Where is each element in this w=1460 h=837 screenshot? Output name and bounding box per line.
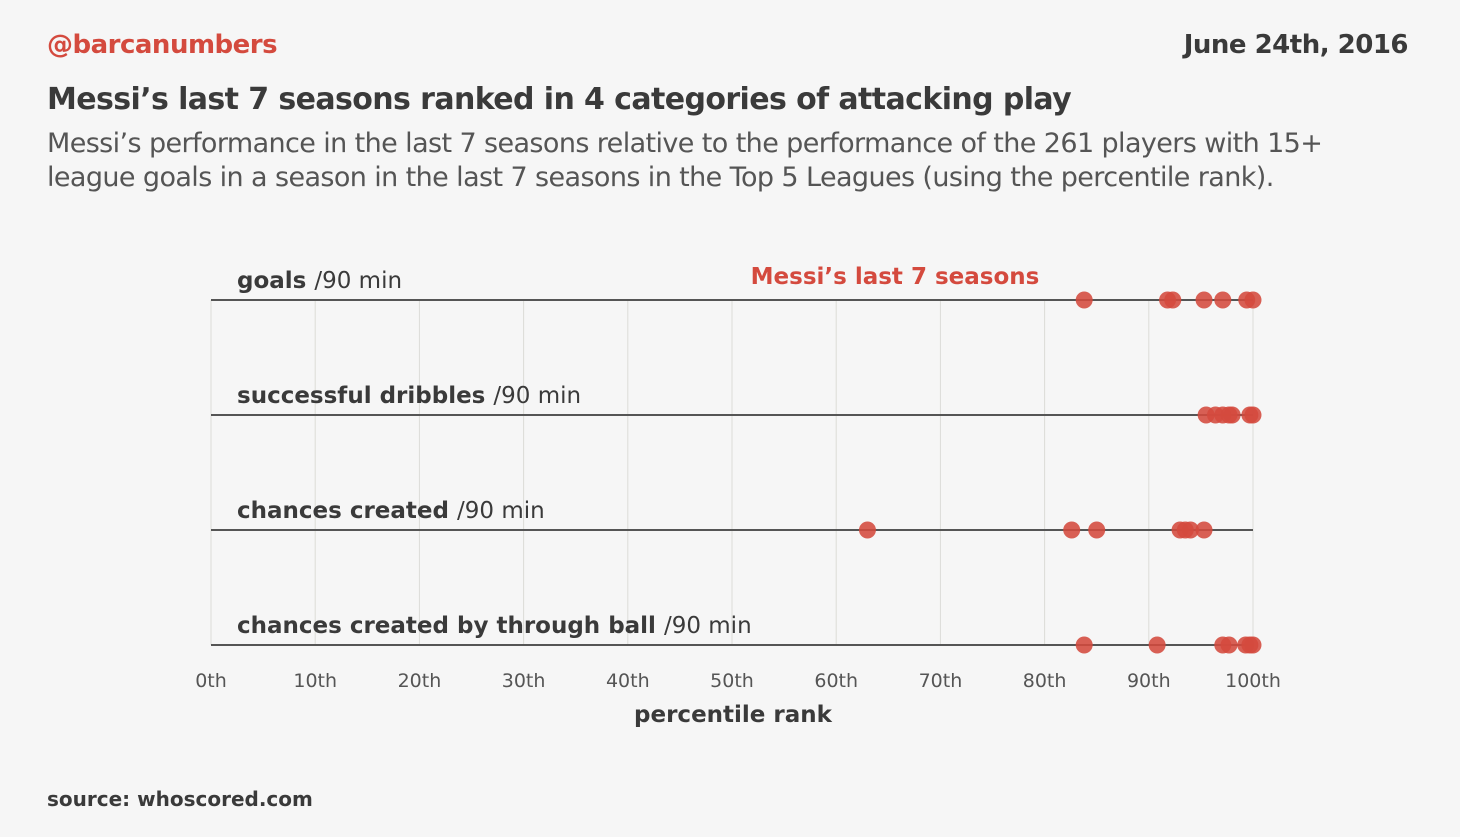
season-dot <box>1244 291 1262 309</box>
season-dot <box>1164 291 1182 309</box>
season-dot <box>1244 636 1262 654</box>
category-row: successful dribbles/90 min <box>211 383 1262 424</box>
x-tick-label: 0th <box>195 670 227 692</box>
chart-subtitle: Messi’s performance in the last 7 season… <box>47 128 1323 193</box>
season-dot <box>1181 521 1199 539</box>
x-tick-label: 20th <box>398 670 442 692</box>
series-label: Messi’s last 7 seasons <box>751 264 1040 290</box>
source-note: source: whoscored.com <box>47 787 313 811</box>
row-label: chances created by through ball/90 min <box>237 613 752 639</box>
category-row: chances created/90 min <box>211 498 1253 539</box>
row-label-unit: /90 min <box>314 268 402 294</box>
row-label-name: chances created <box>237 498 449 524</box>
season-dot <box>858 521 876 539</box>
season-dot <box>1220 636 1238 654</box>
season-dot <box>1195 291 1213 309</box>
category-row: chances created by through ball/90 min <box>211 613 1262 654</box>
season-dot <box>1195 521 1213 539</box>
x-tick-label: 40th <box>606 670 650 692</box>
x-tick-label: 60th <box>814 670 858 692</box>
row-label-unit: /90 min <box>493 383 581 409</box>
row-label-name: successful dribbles <box>237 383 485 409</box>
x-tick-label: 50th <box>710 670 754 692</box>
x-axis-label: percentile rank <box>634 702 833 728</box>
x-tick-label: 100th <box>1225 670 1281 692</box>
row-label: successful dribbles/90 min <box>237 383 581 409</box>
season-dot <box>1075 291 1093 309</box>
x-tick-label: 90th <box>1127 670 1171 692</box>
row-label-unit: /90 min <box>457 498 545 524</box>
row-label-unit: /90 min <box>664 613 752 639</box>
row-label: chances created/90 min <box>237 498 545 524</box>
x-tick-label: 10th <box>293 670 337 692</box>
season-dot <box>1214 291 1232 309</box>
season-dot <box>1223 406 1241 424</box>
x-tick-label: 70th <box>919 670 963 692</box>
x-axis-ticks: 0th 10th 20th 30th 40th 50th 60th 70th 80th 90th 1… <box>195 670 1281 692</box>
row-label-name: goals <box>237 268 306 294</box>
season-dot <box>1063 521 1081 539</box>
x-tick-label: 30th <box>502 670 546 692</box>
season-dot <box>1075 636 1093 654</box>
row-label-name: chances created by through ball <box>237 613 656 639</box>
x-tick-label: 80th <box>1023 670 1067 692</box>
grid-layer <box>210 300 1254 645</box>
season-dot <box>1148 636 1166 654</box>
season-dot <box>1088 521 1106 539</box>
chart-title: Messi’s last 7 seasons ranked in 4 categ… <box>47 82 1072 117</box>
season-dot <box>1244 406 1262 424</box>
publish-date: June 24th, 2016 <box>1183 30 1409 60</box>
author-handle: @barcanumbers <box>47 30 278 60</box>
row-label: goals/90 min <box>237 268 402 294</box>
category-row: goals/90 min <box>211 268 1262 309</box>
